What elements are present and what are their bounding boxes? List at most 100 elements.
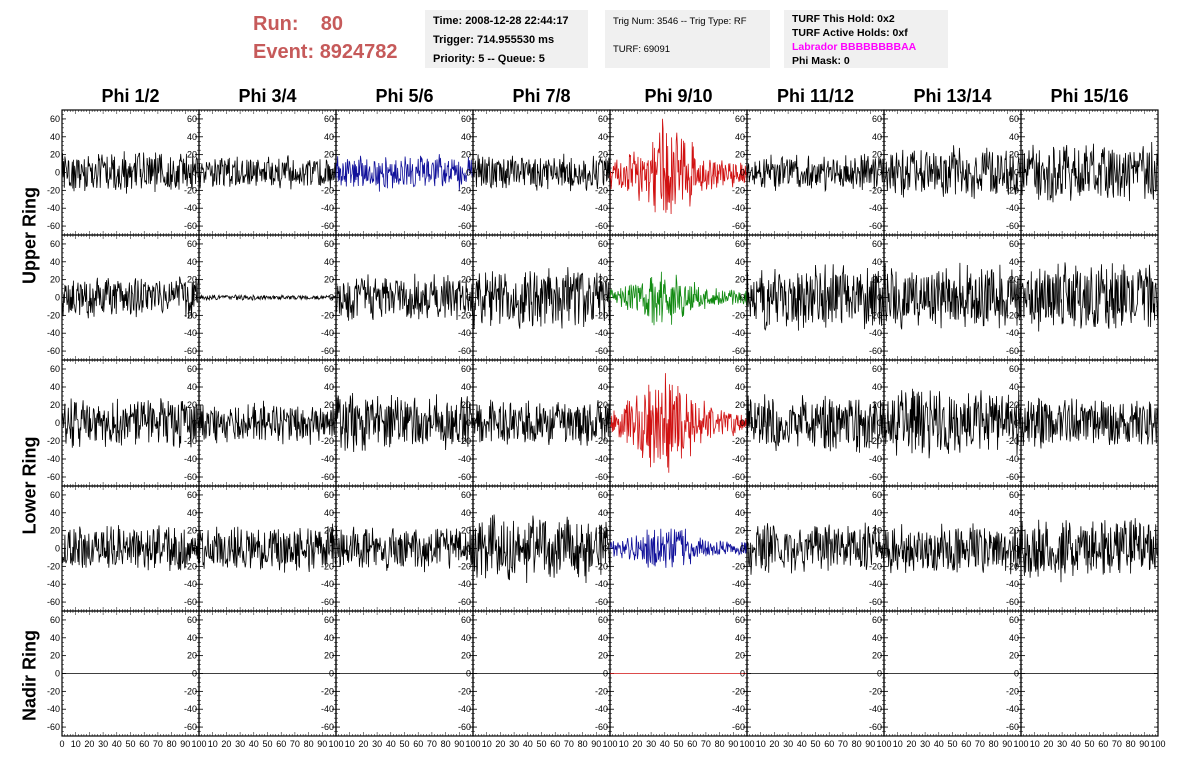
y-tick-label: 20 xyxy=(872,150,882,160)
y-tick-label: 60 xyxy=(324,490,334,500)
y-tick-label: 0 xyxy=(740,168,745,178)
waveform-trace xyxy=(61,151,200,194)
y-tick-label: -40 xyxy=(458,203,471,213)
y-tick-label: 20 xyxy=(461,400,471,410)
y-tick-label: -20 xyxy=(458,185,471,195)
y-tick-label: 40 xyxy=(50,508,60,518)
y-tick-label: 60 xyxy=(872,364,882,374)
panel-r3-c4: 60 40 20 0 -20 -40 -60 xyxy=(458,359,611,487)
y-tick-label: 60 xyxy=(461,239,471,249)
y-tick-label: 0 xyxy=(603,418,608,428)
y-tick-label: -40 xyxy=(732,328,745,338)
waveform-trace xyxy=(335,154,474,192)
panel-r1-c1: 60 40 20 0 -20 -40 -60 xyxy=(47,109,200,236)
y-tick-label: 0 xyxy=(1014,293,1019,303)
turf-active-holds-text: TURF Active Holds: 0xf xyxy=(792,27,908,39)
y-tick-label: 20 xyxy=(872,275,882,285)
column-header-phi-13-14: Phi 13/14 xyxy=(913,86,992,106)
y-tick-label: 60 xyxy=(187,114,197,124)
y-tick-label: 0 xyxy=(329,418,334,428)
trigger-info-box: Trig Num: 3546 -- Trig Type: RF TURF: 69… xyxy=(605,10,770,68)
y-tick-label: -40 xyxy=(321,328,334,338)
y-tick-label: -60 xyxy=(869,221,882,231)
y-tick-label: -60 xyxy=(47,472,60,482)
y-tick-label: 20 xyxy=(598,150,608,160)
y-tick-label: -60 xyxy=(1006,221,1019,231)
time-text: Time: 2008-12-28 22:44:17 xyxy=(433,15,569,27)
y-tick-label: 40 xyxy=(1009,382,1019,392)
y-tick-label: 0 xyxy=(192,544,197,554)
column-header-phi-3-4: Phi 3/4 xyxy=(238,86,297,106)
y-tick-label: -20 xyxy=(732,436,745,446)
y-tick-label: -40 xyxy=(47,579,60,589)
priority-text: Priority: 5 -- Queue: 5 xyxy=(433,53,545,65)
y-tick-label: 0 xyxy=(603,168,608,178)
y-tick-label: -60 xyxy=(595,472,608,482)
panel-r3-c8: 60 40 20 0 -20 -40 -60 xyxy=(1006,359,1159,487)
y-tick-label: 0 xyxy=(55,293,60,303)
y-tick-label: -40 xyxy=(184,203,197,213)
y-tick-label: -60 xyxy=(732,346,745,356)
y-tick-label: -40 xyxy=(47,328,60,338)
y-tick-label: -60 xyxy=(732,472,745,482)
y-tick-label: 40 xyxy=(50,257,60,267)
waveform-trace xyxy=(61,525,200,572)
panel-r1-c6: 60 40 20 0 -20 -40 -60 xyxy=(732,109,885,236)
y-tick-label: -20 xyxy=(732,310,745,320)
y-tick-label: 0 xyxy=(877,168,882,178)
panel-r1-c7: 60 40 20 0 -20 -40 -60 xyxy=(869,109,1022,236)
waveform-trace xyxy=(335,273,474,321)
y-tick-label: -40 xyxy=(869,454,882,464)
y-tick-label: 40 xyxy=(324,508,334,518)
y-tick-label: 40 xyxy=(461,382,471,392)
waveform-trace xyxy=(883,145,1022,199)
y-tick-label: 20 xyxy=(461,150,471,160)
panel-r3-c6: 60 40 20 0 -20 -40 -60 xyxy=(732,359,885,487)
y-tick-label: -40 xyxy=(869,328,882,338)
y-tick-label: 20 xyxy=(872,400,882,410)
y-tick-label: -20 xyxy=(595,185,608,195)
y-tick-label: 60 xyxy=(1009,364,1019,374)
y-tick-label: -60 xyxy=(869,346,882,356)
waveform-trace xyxy=(746,153,885,193)
panel-r1-c3: 60 40 20 0 -20 -40 -60 xyxy=(321,109,474,236)
y-tick-label: 60 xyxy=(1009,239,1019,249)
y-tick-label: 0 xyxy=(55,544,60,554)
y-tick-label: 20 xyxy=(324,275,334,285)
y-tick-label: 40 xyxy=(461,132,471,142)
turf-info-box: TURF This Hold: 0x2 TURF Active Holds: 0… xyxy=(784,10,948,68)
y-tick-label: 60 xyxy=(50,239,60,249)
waveform-trace xyxy=(746,264,885,331)
y-tick-label: 20 xyxy=(50,275,60,285)
y-tick-label: -60 xyxy=(458,221,471,231)
y-tick-label: -40 xyxy=(869,203,882,213)
y-tick-label: 60 xyxy=(324,239,334,249)
y-tick-label: -20 xyxy=(321,185,334,195)
y-tick-label: -20 xyxy=(321,436,334,446)
y-tick-label: -20 xyxy=(184,436,197,446)
y-tick-label: 20 xyxy=(735,150,745,160)
waveform-trace xyxy=(61,398,200,448)
y-tick-label: 0 xyxy=(466,418,471,428)
y-tick-label: 40 xyxy=(598,257,608,267)
panel-r2-c1: 60 40 20 0 -20 -40 -60 xyxy=(47,234,200,361)
y-tick-label: 0 xyxy=(1014,418,1019,428)
panel-r2-c7: 60 40 20 0 -20 -40 -60 xyxy=(869,234,1022,361)
y-tick-label: -60 xyxy=(184,597,197,607)
y-tick-label: -60 xyxy=(184,472,197,482)
y-tick-label: 40 xyxy=(187,132,197,142)
y-tick-label: 0 xyxy=(740,418,745,428)
y-tick-label: 20 xyxy=(187,400,197,410)
y-tick-label: -60 xyxy=(47,346,60,356)
y-tick-label: 0 xyxy=(55,418,60,428)
waveform-trace xyxy=(335,526,474,573)
panel-r1-c4: 60 40 20 0 -20 -40 -60 xyxy=(458,109,611,236)
y-tick-label: -20 xyxy=(47,561,60,571)
y-tick-label: 20 xyxy=(50,150,60,160)
y-tick-label: 60 xyxy=(324,364,334,374)
y-tick-label: 60 xyxy=(324,114,334,124)
y-tick-label: -20 xyxy=(595,436,608,446)
trig-num-text: Trig Num: 3546 -- Trig Type: RF xyxy=(613,16,747,27)
y-tick-label: -60 xyxy=(595,346,608,356)
panel-r3-c2: 60 40 20 0 -20 -40 -60 xyxy=(184,359,337,487)
